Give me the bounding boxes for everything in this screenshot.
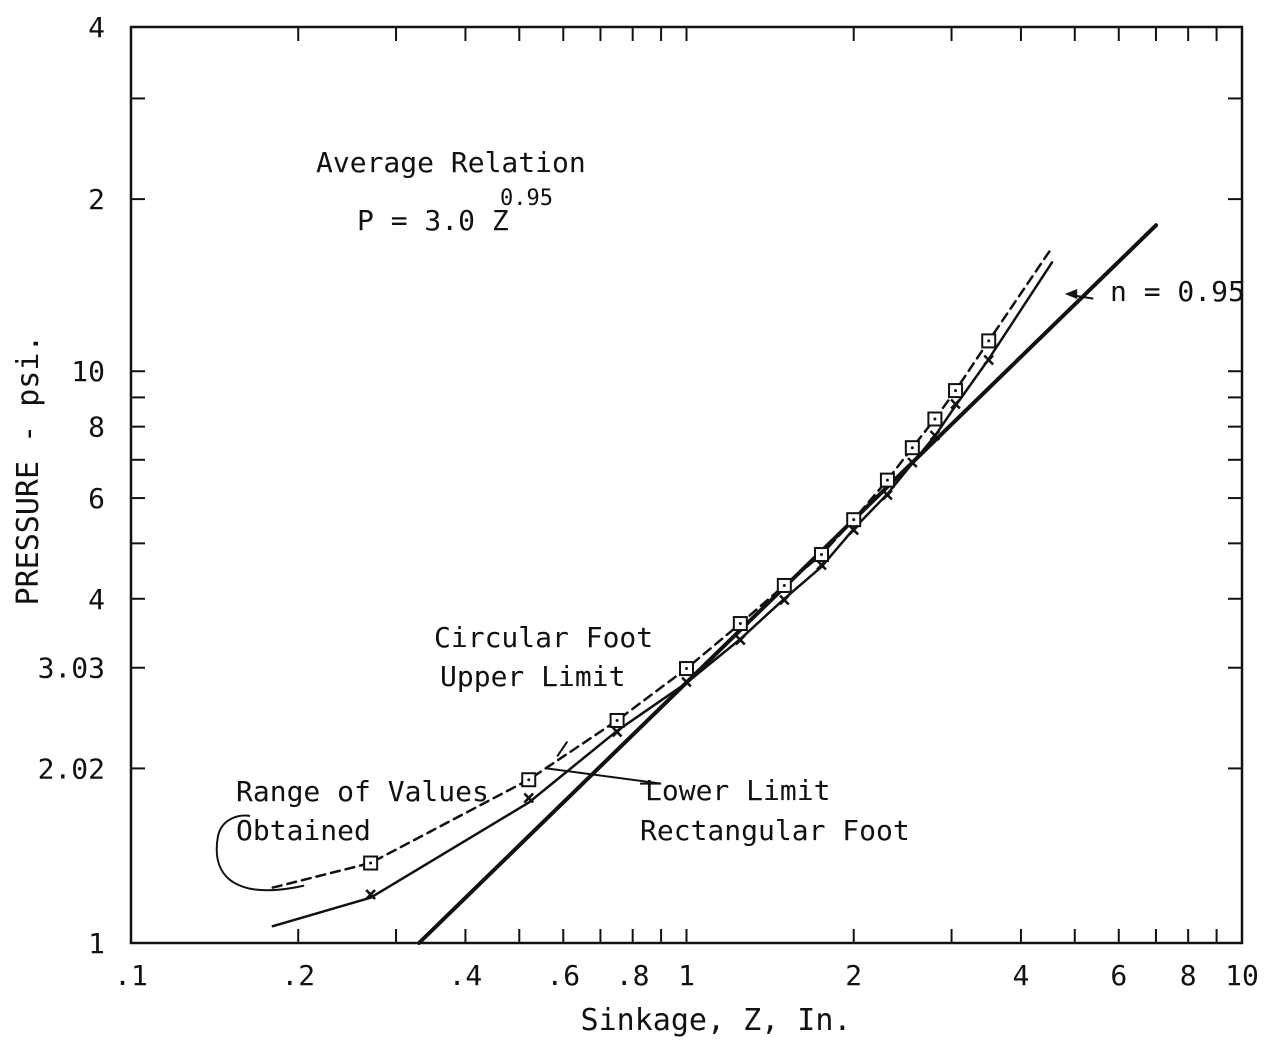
square-marker-dot-4 — [738, 622, 742, 626]
range-label-line2: Obtained — [236, 814, 371, 847]
square-marker-dot-0 — [369, 861, 373, 865]
square-marker-dot-3 — [685, 667, 688, 671]
x-tick-label-2: .4 — [449, 959, 483, 992]
range-bracket — [215, 814, 305, 892]
formula-exponent: 0.95 — [500, 186, 553, 211]
lower-limit-leader — [546, 767, 662, 785]
marker-layer: × × × × × × × × × × × × × — [363, 333, 997, 908]
n-label: n = 0.95 — [1110, 275, 1245, 308]
x-tick-label-9: 8 — [1180, 959, 1197, 992]
square-marker-dot-8 — [885, 478, 889, 482]
x-tick-label-8: 6 — [1110, 959, 1127, 992]
formula-base: P = 3.0 Z — [357, 204, 509, 237]
series-line-solid-thin — [271, 261, 1054, 928]
average-relation-title: Average Relation — [316, 146, 586, 179]
square-marker-dot-2 — [615, 718, 619, 722]
y-tick-label-3: 4 — [88, 583, 105, 616]
square-marker-dot-1 — [527, 778, 531, 782]
x-marker-12: × — [982, 348, 995, 373]
x-marker-2: × — [610, 720, 623, 745]
square-marker-dot-11 — [954, 389, 958, 393]
y-tick-label-0: 1 — [88, 927, 105, 960]
x-axis-title: Sinkage, Z, In. — [581, 1003, 852, 1038]
x-marker-10: × — [928, 424, 941, 449]
x-tick-label-6: 2 — [845, 959, 862, 992]
square-marker-dot-12 — [987, 339, 991, 343]
square-marker-dot-9 — [910, 446, 914, 450]
x-tick-label-7: 4 — [1013, 959, 1030, 992]
y-tick-label-7: 2 — [88, 183, 105, 216]
x-marker-8: × — [881, 483, 894, 508]
x-marker-4: × — [734, 628, 747, 653]
y-tick-label-4: 6 — [88, 482, 105, 515]
x-marker-7: × — [847, 518, 860, 543]
lower-limit-label-line2: Rectangular Foot — [640, 814, 910, 847]
x-tick-label-1: .2 — [281, 959, 315, 992]
x-tick-label-0: .1 — [114, 959, 148, 992]
x-marker-3: × — [680, 670, 693, 695]
tick-layer: .1 .2 .4 .6 .8 1 2 4 6 8 10 1 2.02 3.03 4 6 8 10 2 4 — [38, 11, 1259, 992]
y-axis-title: PRESSURE - psi. — [11, 335, 46, 606]
upper-limit-label-line1: Circular Foot — [434, 621, 653, 654]
square-marker-dot-5 — [782, 583, 786, 587]
n-leader-arrow — [1064, 289, 1078, 299]
square-marker-dot-10 — [933, 417, 937, 421]
axis-title-layer: Sinkage, Z, In. PRESSURE - psi. — [11, 335, 851, 1038]
square-marker-dot-6 — [820, 553, 824, 557]
x-tick-label-5: 1 — [678, 959, 695, 992]
x-tick-label-4: .8 — [616, 959, 650, 992]
lower-limit-label-line1: Lower Limit — [645, 774, 830, 807]
x-tick-label-10: 10 — [1225, 959, 1259, 992]
x-marker-9: × — [906, 451, 919, 476]
x-marker-5: × — [778, 588, 791, 613]
y-tick-label-8: 4 — [88, 11, 105, 44]
range-label-line1: Range of Values — [236, 775, 489, 808]
x-marker-1: × — [522, 786, 535, 811]
y-tick-label-1: 2.02 — [38, 752, 105, 785]
upper-limit-label-line2: Upper Limit — [440, 660, 625, 693]
x-marker-6: × — [815, 553, 828, 578]
x-tick-label-3: .6 — [546, 959, 580, 992]
annotation-layer: Average Relation P = 3.0 Z 0.95 n = 0.95… — [215, 146, 1245, 892]
x-marker-0: × — [364, 883, 377, 908]
upper-limit-leader — [556, 741, 569, 757]
y-tick-label-5: 8 — [88, 411, 105, 444]
square-marker-dot-7 — [852, 518, 856, 522]
x-marker-11: × — [949, 392, 962, 417]
y-tick-label-2: 3.03 — [38, 652, 105, 685]
y-tick-label-6: 10 — [71, 355, 105, 388]
